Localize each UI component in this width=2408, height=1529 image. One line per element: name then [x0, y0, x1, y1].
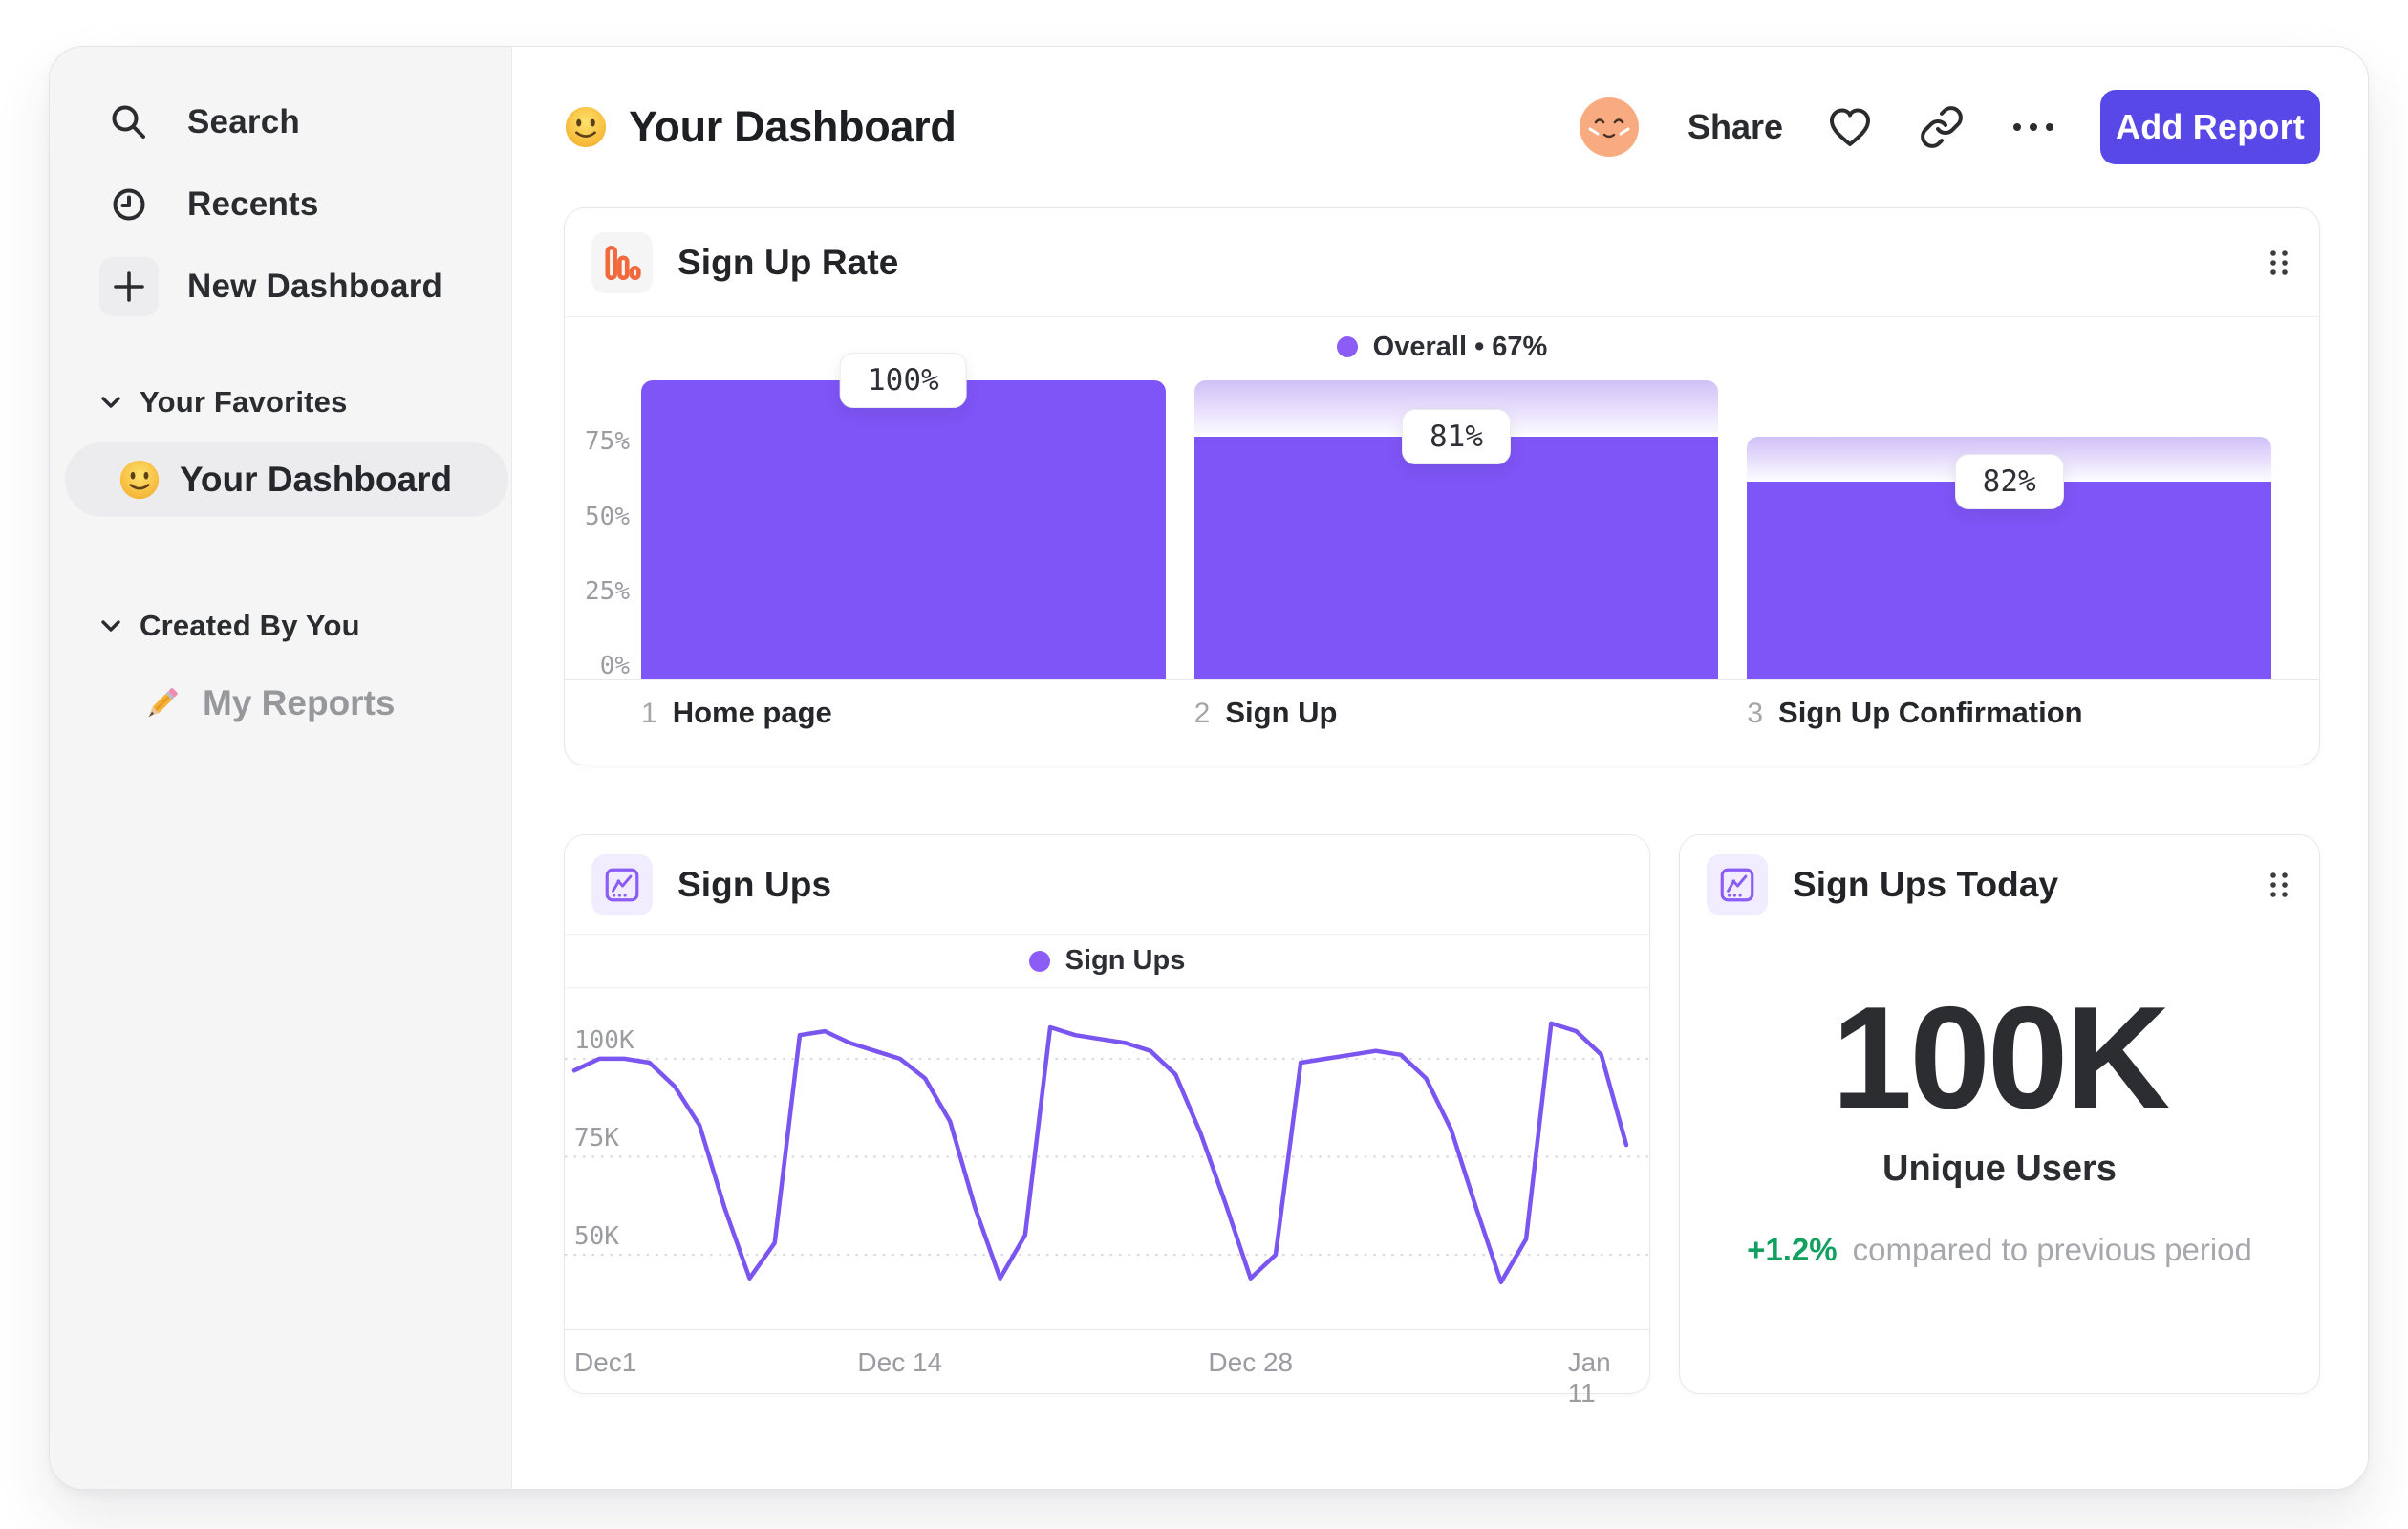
y-axis-tick: 50%	[585, 502, 630, 531]
step-label: Home page	[672, 696, 832, 729]
funnel-x-labels: 1 Home page 2 Sign Up 3 Sign Up Confirma…	[641, 696, 2271, 730]
sidebar-item-label: Search	[187, 103, 300, 140]
add-report-button[interactable]: Add Report	[2100, 90, 2320, 164]
main-panel: Your Dashboard Share	[512, 47, 2368, 1489]
share-button[interactable]: Share	[1687, 107, 1783, 146]
section-title: Created By You	[140, 609, 360, 642]
funnel-bar-sign-up[interactable]: 81%	[1193, 380, 1719, 679]
funnel-category: 1 Home page	[641, 696, 1166, 730]
smiley-emoji-icon	[565, 106, 607, 148]
plus-icon	[99, 257, 159, 316]
legend-label: Overall • 67%	[1372, 331, 1548, 362]
y-axis-tick: 50K	[574, 1222, 619, 1252]
funnel-x-axis-line	[565, 679, 2319, 680]
page-title: Your Dashboard	[629, 102, 957, 151]
card-sign-up-rate: Sign Up Rate Overall • 67% 75% 50% 25%	[564, 207, 2320, 765]
page-header: Your Dashboard Share	[512, 47, 2368, 207]
sidebar-item-label: New Dashboard	[187, 268, 443, 305]
sidebar-item-search[interactable]: Search	[99, 81, 479, 163]
legend-dot-icon	[1028, 950, 1050, 972]
funnel-chart-icon	[591, 231, 653, 293]
stat-value: 100K	[1831, 977, 2170, 1139]
line-chart-icon	[1707, 854, 1768, 915]
funnel-bar-value: 82%	[1954, 454, 2064, 510]
smiley-emoji-icon	[119, 460, 160, 500]
card-title: Sign Ups	[677, 864, 832, 904]
funnel-bar-value: 100%	[840, 353, 967, 408]
stat-delta-note: compared to previous period	[1852, 1231, 2252, 1267]
sidebar-item-label: My Reports	[203, 683, 396, 722]
step-number: 1	[641, 698, 657, 729]
pencil-emoji-icon	[148, 688, 178, 718]
chevron-down-icon	[101, 620, 120, 632]
sidebar-item-recents[interactable]: Recents	[99, 163, 479, 246]
clock-icon	[99, 175, 159, 234]
sidebar-item-label: Recents	[187, 185, 319, 223]
ellipsis-icon	[2013, 123, 2053, 131]
section-created-by-you[interactable]: Created By You	[99, 605, 479, 647]
copy-link-button[interactable]	[1917, 102, 1967, 152]
funnel-plot: 75% 50% 25% 0% 100% 81% 82%	[585, 353, 2272, 680]
favorite-heart-button[interactable]	[1825, 102, 1875, 152]
drag-handle-icon[interactable]	[2266, 244, 2292, 282]
funnel-legend: Overall • 67%	[565, 317, 2319, 377]
x-axis-tick: Dec 28	[1208, 1347, 1294, 1377]
sidebar-item-your-dashboard[interactable]: Your Dashboard	[65, 442, 508, 517]
card-title: Sign Up Rate	[677, 242, 899, 282]
funnel-category: 3 Sign Up Confirmation	[1747, 696, 2271, 730]
chevron-down-icon	[101, 397, 120, 408]
sidebar-item-my-reports[interactable]: My Reports	[140, 681, 479, 725]
link-icon	[1921, 106, 1963, 148]
stat-delta: +1.2%	[1747, 1231, 1838, 1267]
app-window: Search Recents New Dashboard Your Favori…	[49, 46, 2369, 1490]
line-legend: Sign Ups	[565, 935, 1649, 988]
search-icon	[99, 93, 159, 152]
legend-dot-icon	[1336, 336, 1358, 357]
y-axis-tick: 75K	[574, 1124, 619, 1153]
sidebar-item-new-dashboard[interactable]: New Dashboard	[99, 246, 479, 328]
line-series-sign-ups	[571, 1021, 1629, 1285]
dashboard-content: Sign Up Rate Overall • 67% 75% 50% 25%	[512, 207, 2368, 1408]
y-axis-tick: 75%	[585, 427, 630, 457]
x-axis-tick: Jan 11	[1567, 1347, 1611, 1408]
step-label: Sign Up	[1225, 696, 1338, 729]
y-axis-tick: 25%	[585, 576, 630, 606]
funnel-category: 2 Sign Up	[1194, 696, 1719, 730]
heart-icon	[1830, 108, 1870, 146]
legend-label: Sign Ups	[1064, 945, 1186, 976]
funnel-bar-sign-up-confirmation[interactable]: 82%	[1747, 380, 2272, 679]
line-x-axis: Dec1 Dec 14 Dec 28 Jan 11	[565, 1329, 1649, 1408]
card-sign-ups-today: Sign Ups Today 100K Unique Users	[1679, 834, 2320, 1394]
y-axis-tick: 0%	[599, 652, 630, 680]
section-title: Your Favorites	[140, 385, 348, 419]
step-label: Sign Up Confirmation	[1778, 696, 2083, 729]
sidebar-item-label: Your Dashboard	[180, 460, 453, 499]
line-chart-icon	[591, 853, 653, 915]
x-axis-tick: Dec 14	[857, 1347, 943, 1377]
stat-label: Unique Users	[1882, 1148, 2117, 1189]
x-axis-tick: Dec1	[574, 1347, 637, 1377]
section-your-favorites[interactable]: Your Favorites	[99, 381, 479, 423]
line-plot[interactable]: 100K 75K 50K	[565, 988, 1649, 1329]
more-options-button[interactable]	[2009, 102, 2058, 152]
funnel-bar-value: 81%	[1402, 409, 1511, 465]
step-number: 3	[1747, 698, 1764, 729]
y-axis-tick: 100K	[574, 1025, 634, 1055]
card-title: Sign Ups Today	[1793, 865, 2059, 904]
card-sign-ups: Sign Ups Sign Ups 100K 75K 50K Dec1 Dec 14 D…	[564, 834, 1650, 1408]
funnel-bar-home-page[interactable]: 100%	[641, 353, 1166, 679]
step-number: 2	[1193, 698, 1211, 729]
drag-handle-icon[interactable]	[2266, 866, 2292, 904]
avatar[interactable]	[1579, 97, 1640, 158]
sidebar: Search Recents New Dashboard Your Favori…	[50, 47, 512, 1489]
